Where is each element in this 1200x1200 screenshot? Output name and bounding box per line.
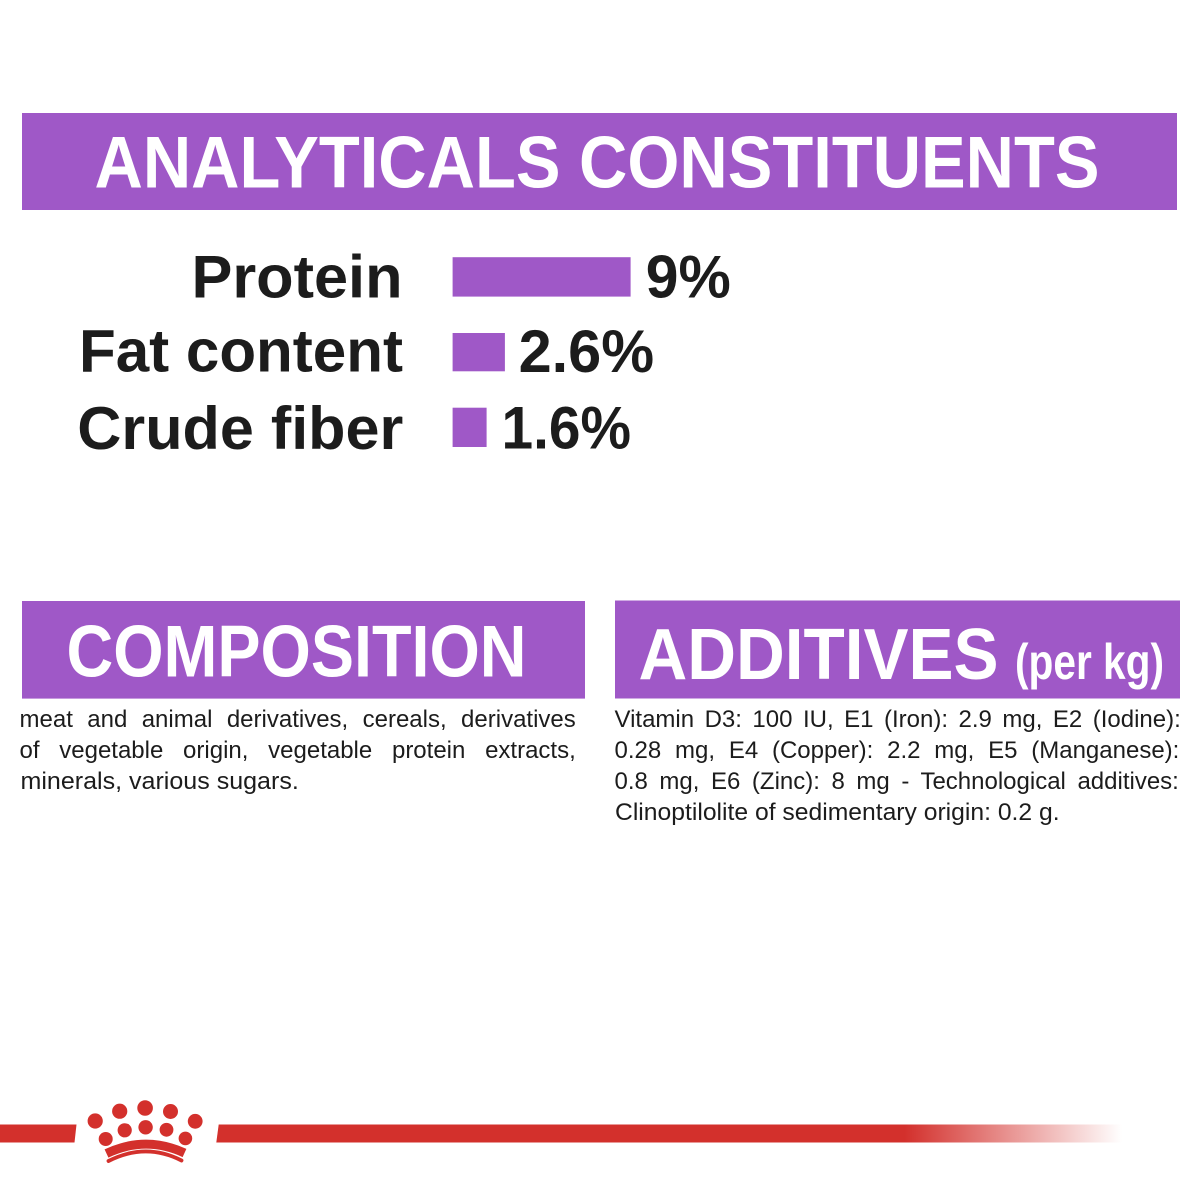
svg-text:2.6%: 2.6% [519, 318, 655, 385]
svg-text:COMPOSITION: COMPOSITION [67, 612, 527, 693]
svg-text:ADDITIVES: ADDITIVES [639, 615, 999, 695]
svg-text:Fat content: Fat content [79, 318, 403, 385]
svg-text:Clinoptilolite of sedimentary: Clinoptilolite of sedimentary origin: 0.… [615, 799, 1060, 826]
svg-text:0.28 mg, E4 (Copper): 2.2 mg,: 0.28 mg, E4 (Copper): 2.2 mg, E5 (Mangan… [615, 737, 1180, 764]
svg-text:ANALYTICALS CONSTITUENTS: ANALYTICALS CONSTITUENTS [95, 122, 1100, 203]
svg-text:Crude fiber: Crude fiber [77, 395, 403, 462]
svg-text:(per kg): (per kg) [1015, 634, 1164, 690]
svg-text:9%: 9% [646, 244, 731, 311]
svg-text:1.6%: 1.6% [502, 395, 632, 462]
svg-text:Vitamin D3: 100 IU, E1 (Iron):: Vitamin D3: 100 IU, E1 (Iron): 2.9 mg, E… [615, 706, 1181, 733]
svg-text:Protein: Protein [192, 244, 403, 311]
svg-text:of vegetable origin, vegetable: of vegetable origin, vegetable protein e… [20, 737, 576, 764]
svg-text:meat and animal derivatives, c: meat and animal derivatives, cereals, de… [20, 706, 576, 733]
svg-text:0.8 mg, E6 (Zinc): 8 mg - Tech: 0.8 mg, E6 (Zinc): 8 mg - Technological … [615, 768, 1179, 795]
svg-text:minerals, various sugars.: minerals, various sugars. [21, 768, 299, 795]
